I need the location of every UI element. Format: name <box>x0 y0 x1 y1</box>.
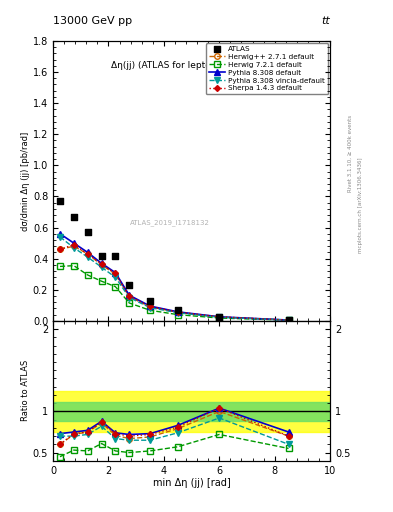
Pythia 8.308 vincia-default <box>99 264 104 270</box>
Herwig 7.2.1 default <box>127 300 132 306</box>
Pythia 8.308 default <box>217 314 222 320</box>
Herwig 7.2.1 default <box>148 307 152 313</box>
Legend: ATLAS, Herwig++ 2.7.1 default, Herwig 7.2.1 default, Pythia 8.308 default, Pythi: ATLAS, Herwig++ 2.7.1 default, Herwig 7.… <box>206 43 328 94</box>
Herwig 7.2.1 default <box>72 263 76 269</box>
Pythia 8.308 vincia-default <box>175 310 180 316</box>
Herwig++ 2.7.1 default <box>148 304 152 310</box>
Sherpa 1.4.3 default <box>148 303 152 309</box>
Herwig++ 2.7.1 default <box>286 317 291 323</box>
ATLAS <box>285 316 292 324</box>
Herwig++ 2.7.1 default <box>72 243 76 249</box>
Text: Δη(jj) (ATLAS for leptoquark search): Δη(jj) (ATLAS for leptoquark search) <box>110 60 273 70</box>
Pythia 8.308 default <box>58 231 62 237</box>
Pythia 8.308 vincia-default <box>72 245 76 251</box>
Y-axis label: dσ/dmin Δη (jj) [pb/rad]: dσ/dmin Δη (jj) [pb/rad] <box>21 131 30 230</box>
ATLAS <box>147 296 153 305</box>
ATLAS <box>71 212 77 221</box>
Herwig 7.2.1 default <box>85 272 90 278</box>
ATLAS <box>57 197 63 205</box>
Herwig 7.2.1 default <box>286 317 291 323</box>
Pythia 8.308 vincia-default <box>58 234 62 240</box>
Pythia 8.308 default <box>286 317 291 323</box>
Sherpa 1.4.3 default <box>175 309 180 315</box>
Text: mcplots.cern.ch [arXiv:1306.3436]: mcplots.cern.ch [arXiv:1306.3436] <box>358 157 363 252</box>
Pythia 8.308 vincia-default <box>148 305 152 311</box>
Herwig++ 2.7.1 default <box>217 314 222 320</box>
Herwig 7.2.1 default <box>99 278 104 284</box>
Herwig 7.2.1 default <box>217 315 222 321</box>
Sherpa 1.4.3 default <box>113 270 118 276</box>
Sherpa 1.4.3 default <box>286 317 291 323</box>
Pythia 8.308 vincia-default <box>85 254 90 260</box>
Sherpa 1.4.3 default <box>85 251 90 257</box>
Herwig++ 2.7.1 default <box>127 294 132 300</box>
Pythia 8.308 default <box>72 240 76 246</box>
Herwig++ 2.7.1 default <box>113 271 118 278</box>
Pythia 8.308 default <box>99 260 104 266</box>
Text: tt: tt <box>321 15 330 26</box>
ATLAS <box>84 228 91 237</box>
Herwig++ 2.7.1 default <box>99 262 104 268</box>
Pythia 8.308 vincia-default <box>127 294 132 301</box>
ATLAS <box>98 251 105 260</box>
Pythia 8.308 default <box>175 309 180 315</box>
ATLAS <box>216 313 222 321</box>
Sherpa 1.4.3 default <box>217 314 222 320</box>
ATLAS <box>174 306 181 314</box>
ATLAS <box>112 251 119 260</box>
Pythia 8.308 vincia-default <box>113 274 118 281</box>
Sherpa 1.4.3 default <box>72 242 76 248</box>
Sherpa 1.4.3 default <box>58 246 62 252</box>
Pythia 8.308 vincia-default <box>286 317 291 323</box>
X-axis label: min Δη (jj) [rad]: min Δη (jj) [rad] <box>153 478 230 488</box>
Line: Herwig 7.2.1 default: Herwig 7.2.1 default <box>57 263 291 323</box>
Sherpa 1.4.3 default <box>127 293 132 299</box>
Line: Pythia 8.308 vincia-default: Pythia 8.308 vincia-default <box>57 234 291 323</box>
Text: ATLAS_2019_I1718132: ATLAS_2019_I1718132 <box>129 220 209 226</box>
Text: Rivet 3.1.10, ≥ 400k events: Rivet 3.1.10, ≥ 400k events <box>348 115 353 192</box>
Herwig 7.2.1 default <box>58 263 62 269</box>
Herwig++ 2.7.1 default <box>58 246 62 252</box>
Line: Pythia 8.308 default: Pythia 8.308 default <box>57 231 291 323</box>
Sherpa 1.4.3 default <box>99 261 104 267</box>
Text: 13000 GeV pp: 13000 GeV pp <box>53 15 132 26</box>
ATLAS <box>126 281 132 289</box>
Pythia 8.308 default <box>148 303 152 309</box>
Pythia 8.308 vincia-default <box>217 314 222 321</box>
Line: Herwig++ 2.7.1 default: Herwig++ 2.7.1 default <box>57 243 291 323</box>
Herwig++ 2.7.1 default <box>175 309 180 315</box>
Pythia 8.308 default <box>127 292 132 298</box>
Y-axis label: Ratio to ATLAS: Ratio to ATLAS <box>21 360 30 421</box>
Pythia 8.308 default <box>113 270 118 276</box>
Herwig 7.2.1 default <box>175 312 180 318</box>
Herwig++ 2.7.1 default <box>85 251 90 257</box>
Line: Sherpa 1.4.3 default: Sherpa 1.4.3 default <box>58 243 291 322</box>
Herwig 7.2.1 default <box>113 284 118 290</box>
Pythia 8.308 default <box>85 249 90 255</box>
